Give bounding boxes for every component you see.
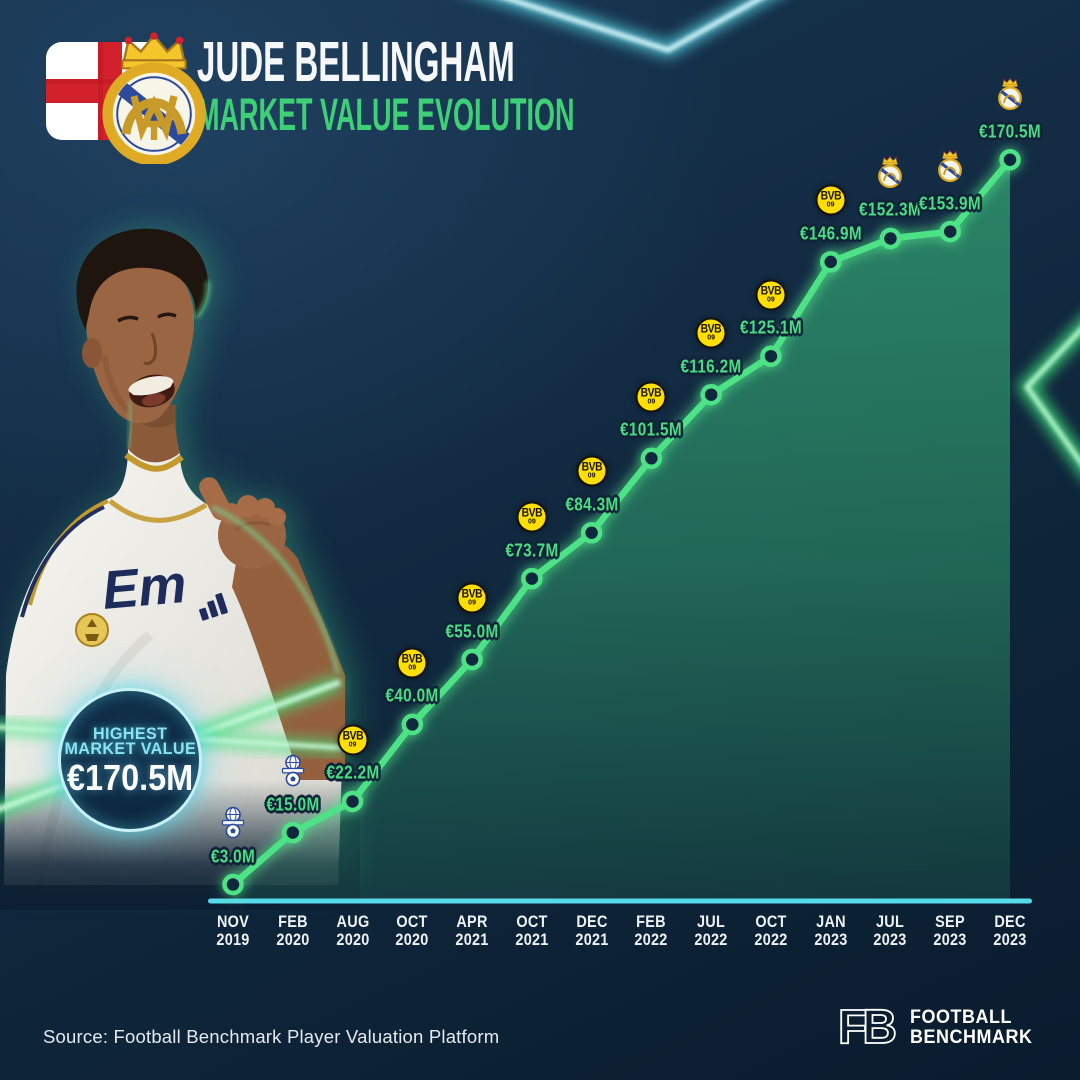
- value-label: €116.2M: [680, 356, 742, 377]
- x-tick-label: JUL 2023: [873, 912, 908, 949]
- data-point-marker: [461, 648, 483, 671]
- x-tick-label: OCT 2022: [754, 912, 788, 949]
- source-note: Source: Football Benchmark Player Valuat…: [43, 1026, 500, 1047]
- data-point-marker: [700, 383, 722, 406]
- x-tick-label: DEC 2023: [993, 912, 1027, 949]
- x-tick-label: OCT 2021: [515, 912, 549, 949]
- data-point-marker: [521, 567, 543, 590]
- data-point-marker: [999, 148, 1021, 171]
- highest-market-value-badge: HIGHEST MARKET VALUE €170.5M: [58, 688, 202, 832]
- value-label: €73.7M: [505, 540, 559, 561]
- x-tick-label: AUG 2020: [335, 912, 370, 949]
- jersey-sponsor-text: Em: [100, 554, 189, 621]
- brand-logo: FB FOOTBALL BENCHMARK: [838, 1004, 1043, 1050]
- x-tick-label: DEC 2021: [575, 912, 609, 949]
- x-tick-label: JUL 2022: [694, 912, 728, 949]
- data-point-marker: [640, 447, 663, 470]
- green-neon-diamond: [1016, 319, 1080, 475]
- club-badge-borussia-dortmund-icon: BVB 09: [755, 279, 787, 311]
- data-point-marker: [819, 251, 842, 273]
- x-tick-label: FEB 2020: [276, 912, 310, 949]
- data-point-marker: [879, 227, 902, 250]
- club-badge-real-madrid-icon: [997, 76, 1024, 111]
- value-label: €84.3M: [565, 494, 619, 515]
- chart-line: [229, 156, 1014, 888]
- x-tick-label: APR 2021: [455, 912, 489, 949]
- x-tick-label: NOV 2019: [216, 912, 250, 949]
- club-badge-borussia-dortmund-icon: BVB 09: [635, 381, 667, 413]
- club-badge-real-madrid-icon: [877, 155, 904, 190]
- value-label: €125.1M: [739, 317, 802, 338]
- apparel-logo-icon: [199, 592, 228, 621]
- club-badge-borussia-dortmund-icon: BVB 09: [516, 501, 548, 533]
- x-tick-label: FEB 2022: [634, 912, 668, 949]
- brand-text: FOOTBALL BENCHMARK: [910, 1007, 1033, 1047]
- page-title: JUDE BELLINGHAM: [197, 30, 515, 94]
- data-point-marker: [580, 521, 603, 544]
- value-label: €146.9M: [799, 223, 862, 244]
- jersey-badge-icon: [75, 613, 109, 647]
- x-tick-label: SEP 2023: [933, 912, 967, 949]
- club-badge-borussia-dortmund-icon: BVB 09: [396, 647, 428, 679]
- value-label: €152.3M: [859, 199, 922, 220]
- page-subtitle: MARKET VALUE EVOLUTION: [197, 89, 575, 140]
- x-tick-label: JAN 2023: [814, 912, 848, 949]
- value-label: €101.5M: [620, 419, 683, 440]
- club-badge-real-madrid-icon: [937, 148, 964, 183]
- x-tick-label: OCT 2020: [395, 912, 429, 949]
- highlight-value: €170.5M: [66, 756, 194, 798]
- brand-icon-text: FB: [838, 1004, 895, 1050]
- value-label: €55.0M: [445, 621, 499, 641]
- club-badge-borussia-dortmund-icon: BVB 09: [576, 455, 608, 487]
- value-label: €170.5M: [979, 121, 1041, 142]
- real-madrid-crest-icon: [102, 32, 206, 164]
- brand-line1: FOOTBALL: [910, 1006, 1013, 1028]
- value-label: €40.0M: [385, 685, 439, 706]
- brand-line2: BENCHMARK: [910, 1026, 1033, 1048]
- value-label: €153.9M: [919, 193, 982, 214]
- data-point-marker: [760, 345, 782, 367]
- club-badge-borussia-dortmund-icon: BVB 09: [815, 184, 847, 216]
- highlight-label-line2: MARKET VALUE: [64, 738, 196, 758]
- club-badge-borussia-dortmund-icon: BVB 09: [456, 582, 488, 614]
- data-point-marker: [939, 220, 961, 243]
- football-benchmark-icon: FB: [838, 1004, 900, 1050]
- club-badge-borussia-dortmund-icon: BVB 09: [695, 317, 727, 349]
- data-point-marker: [401, 713, 424, 736]
